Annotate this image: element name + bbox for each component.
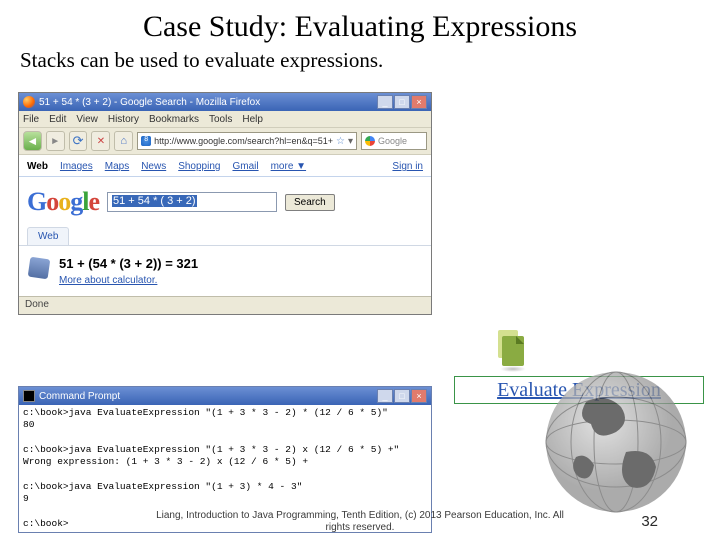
status-bar: Done bbox=[19, 296, 431, 314]
minimize-icon[interactable]: _ bbox=[377, 95, 393, 109]
cmd-icon bbox=[23, 390, 35, 402]
calculator-icon bbox=[27, 256, 51, 280]
browser-toolbar: ◄ ► ⟳ ✕ ⌂ 8 http://www.google.com/search… bbox=[19, 127, 431, 155]
url-dropdown-icon[interactable]: ▾ bbox=[348, 136, 353, 147]
window-titlebar: 51 + 54 * (3 + 2) - Google Search - Mozi… bbox=[19, 93, 431, 111]
result-tab-web[interactable]: Web bbox=[27, 227, 69, 245]
google-logo: Google bbox=[27, 187, 99, 217]
url-text: http://www.google.com/search?hl=en&q=51+ bbox=[154, 136, 333, 146]
calc-more-link[interactable]: More about calculator. bbox=[59, 275, 198, 286]
cmd-titlebar: Command Prompt _ □ × bbox=[19, 387, 431, 405]
topnav-web[interactable]: Web bbox=[27, 161, 48, 172]
google-search-row: Google 51 + 54 * ( 3 + 2) Search bbox=[19, 177, 431, 227]
bookmark-star-icon[interactable]: ☆ bbox=[336, 136, 345, 147]
cmd-minimize-icon[interactable]: _ bbox=[377, 389, 393, 403]
result-tabs: Web bbox=[19, 227, 431, 246]
maximize-icon[interactable]: □ bbox=[394, 95, 410, 109]
google-search-input[interactable]: 51 + 54 * ( 3 + 2) bbox=[107, 192, 277, 212]
google-topnav: Web Images Maps News Shopping Gmail more… bbox=[19, 155, 431, 177]
firefox-window: 51 + 54 * (3 + 2) - Google Search - Mozi… bbox=[18, 92, 432, 315]
window-title-text: 51 + 54 * (3 + 2) - Google Search - Mozi… bbox=[39, 97, 260, 108]
menu-file[interactable]: File bbox=[23, 114, 39, 125]
stop-button[interactable]: ✕ bbox=[91, 131, 110, 151]
topnav-news[interactable]: News bbox=[141, 161, 166, 172]
firefox-icon bbox=[23, 96, 35, 108]
slide-subtitle: Stacks can be used to evaluate expressio… bbox=[0, 44, 720, 79]
menu-history[interactable]: History bbox=[108, 114, 139, 125]
menu-bookmarks[interactable]: Bookmarks bbox=[149, 114, 199, 125]
reload-button[interactable]: ⟳ bbox=[69, 131, 88, 151]
footer-citation: Liang, Introduction to Java Programming,… bbox=[0, 510, 720, 534]
calculator-result: 51 + (54 * (3 + 2)) = 321 More about cal… bbox=[19, 246, 431, 296]
page-number: 32 bbox=[641, 513, 658, 530]
quick-search-box[interactable]: Google bbox=[361, 132, 427, 150]
forward-button[interactable]: ► bbox=[46, 131, 65, 151]
page-content: Web Images Maps News Shopping Gmail more… bbox=[19, 155, 431, 296]
topnav-gmail[interactable]: Gmail bbox=[232, 161, 258, 172]
slide-title: Case Study: Evaluating Expressions bbox=[0, 0, 720, 44]
topnav-maps[interactable]: Maps bbox=[105, 161, 129, 172]
window-controls: _ □ × bbox=[377, 95, 427, 109]
quick-search-placeholder: Google bbox=[378, 136, 407, 146]
address-bar[interactable]: 8 http://www.google.com/search?hl=en&q=5… bbox=[137, 132, 357, 150]
cmd-title-text: Command Prompt bbox=[39, 391, 120, 402]
topnav-shopping[interactable]: Shopping bbox=[178, 161, 220, 172]
calc-expression: 51 + (54 * (3 + 2)) = 321 bbox=[59, 256, 198, 271]
menu-edit[interactable]: Edit bbox=[49, 114, 66, 125]
close-icon[interactable]: × bbox=[411, 95, 427, 109]
home-button[interactable]: ⌂ bbox=[114, 131, 133, 151]
menu-bar: File Edit View History Bookmarks Tools H… bbox=[19, 111, 431, 127]
menu-tools[interactable]: Tools bbox=[209, 114, 232, 125]
menu-help[interactable]: Help bbox=[242, 114, 263, 125]
document-icon bbox=[498, 330, 524, 366]
topnav-images[interactable]: Images bbox=[60, 161, 93, 172]
google-search-button[interactable]: Search bbox=[285, 194, 335, 211]
back-button[interactable]: ◄ bbox=[23, 131, 42, 151]
evaluate-expression-link[interactable]: Evaluate Expression bbox=[454, 376, 704, 404]
menu-view[interactable]: View bbox=[76, 114, 98, 125]
cmd-maximize-icon[interactable]: □ bbox=[394, 389, 410, 403]
site-favicon-icon: 8 bbox=[141, 136, 151, 146]
google-favicon-icon bbox=[365, 136, 375, 146]
topnav-more[interactable]: more ▼ bbox=[271, 161, 306, 172]
signin-link[interactable]: Sign in bbox=[392, 161, 423, 172]
cmd-close-icon[interactable]: × bbox=[411, 389, 427, 403]
